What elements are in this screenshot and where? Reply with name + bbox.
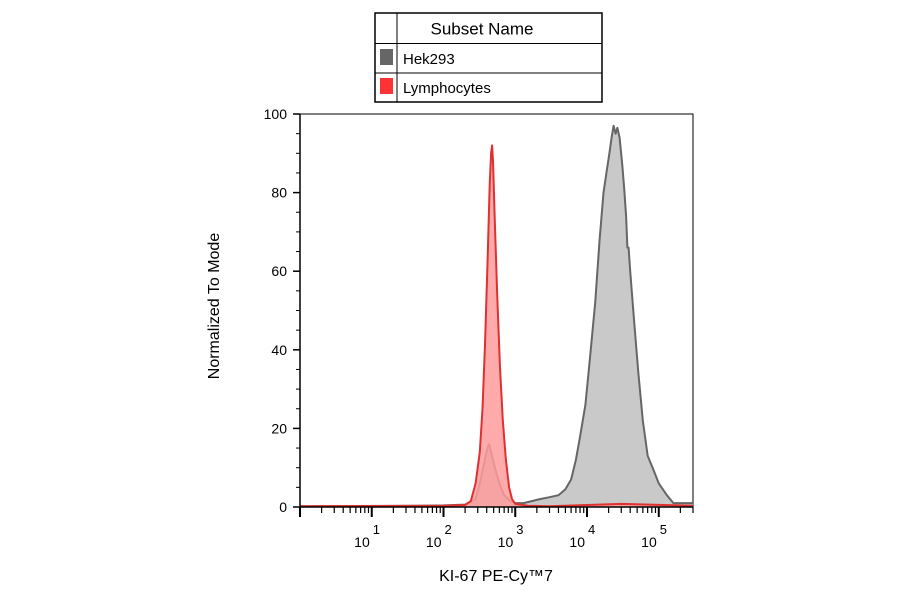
x-axis-title: KI-67 PE-Cy™7 xyxy=(439,568,553,585)
x-tick-label-base: 10 xyxy=(641,534,657,550)
y-tick-label: 100 xyxy=(264,106,288,122)
x-tick-label-base: 10 xyxy=(354,534,370,550)
legend-swatch-hek293 xyxy=(380,49,393,65)
y-tick-label: 60 xyxy=(271,263,287,279)
x-tick-label: 103 xyxy=(498,522,524,550)
series-line-lymphocytes xyxy=(299,144,694,508)
y-tick-label: 80 xyxy=(271,185,287,201)
series-layer xyxy=(299,124,694,508)
x-tick-label-exponent: 2 xyxy=(445,522,452,537)
x-tick-label-exponent: 5 xyxy=(660,522,667,537)
legend-label-hek293: Hek293 xyxy=(403,51,455,68)
y-tick-label: 20 xyxy=(271,420,287,436)
x-tick-label-exponent: 1 xyxy=(373,522,380,537)
y-tick-label: 0 xyxy=(279,499,287,515)
legend-header: Subset Name xyxy=(431,20,534,39)
x-tick-label-exponent: 3 xyxy=(516,522,523,537)
x-tick-label: 105 xyxy=(641,522,667,550)
y-axis: 0 20 40 60 80 100 xyxy=(264,106,301,515)
legend-border xyxy=(374,12,603,103)
x-tick-label: 101 xyxy=(354,522,380,550)
legend-label-lymphocytes: Lymphocytes xyxy=(403,80,491,97)
x-tick-label-base: 10 xyxy=(426,534,442,550)
x-tick-label: 104 xyxy=(569,522,595,550)
legend: Subset Name Hek293 Lymphocytes xyxy=(374,12,603,103)
y-axis-title: Normalized To Mode xyxy=(206,233,223,380)
legend-swatch-lymphocytes xyxy=(380,78,393,94)
x-tick-label: 102 xyxy=(426,522,452,550)
x-tick-label-base: 10 xyxy=(569,534,585,550)
y-tick-label: 40 xyxy=(271,342,287,358)
x-tick-label-exponent: 4 xyxy=(588,522,595,537)
series-area-lymphocytes xyxy=(300,145,693,507)
x-tick-label-base: 10 xyxy=(498,534,514,550)
series-area-hek293 xyxy=(300,125,693,508)
